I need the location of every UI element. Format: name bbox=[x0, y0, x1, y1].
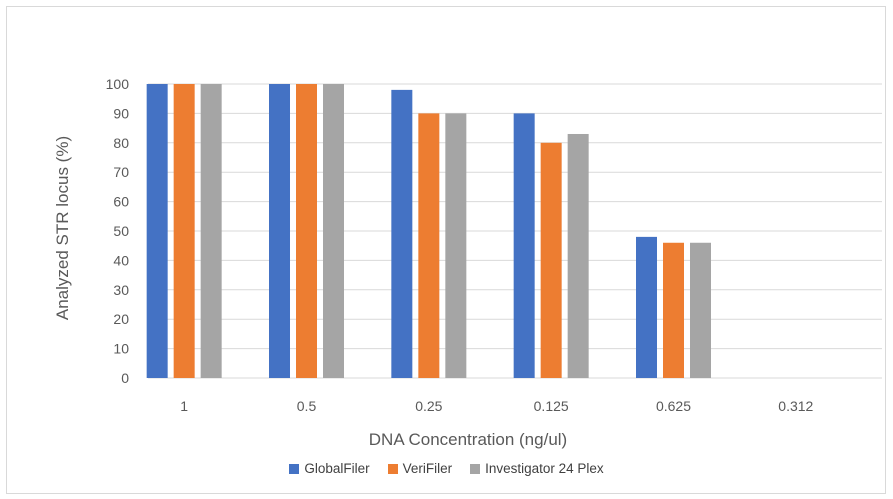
y-tick-label: 60 bbox=[113, 194, 129, 210]
bar-globalfiler-0.25 bbox=[391, 89, 413, 378]
bar-globalfiler-0.125 bbox=[513, 113, 535, 379]
y-tick-label: 70 bbox=[113, 164, 129, 180]
y-tick-label: 20 bbox=[113, 311, 129, 327]
x-tick-label: 0.25 bbox=[415, 398, 442, 414]
legend-item: GlobalFiler bbox=[289, 461, 370, 476]
legend-swatch bbox=[289, 463, 300, 474]
y-tick-label: 10 bbox=[113, 341, 129, 357]
y-tick-label: 0 bbox=[121, 370, 129, 386]
bar-globalfiler-0.625 bbox=[636, 236, 657, 378]
bar-verifiler-1 bbox=[173, 84, 195, 378]
bar-verifiler-0.5 bbox=[296, 84, 317, 378]
bar-verifiler-0.25 bbox=[418, 113, 440, 379]
legend-item: Investigator 24 Plex bbox=[470, 461, 604, 476]
x-tick-label: 0.625 bbox=[656, 398, 691, 414]
bar-globalfiler-1 bbox=[146, 84, 168, 378]
legend-swatch bbox=[470, 463, 481, 474]
legend-swatch bbox=[387, 463, 398, 474]
x-axis-title: DNA Concentration (ng/ul) bbox=[369, 430, 567, 449]
y-axis-title: Analyzed STR locus (%) bbox=[53, 136, 72, 320]
bar-verifiler-0.625 bbox=[663, 242, 684, 378]
legend-label: VeriFiler bbox=[402, 461, 453, 476]
y-tick-label: 80 bbox=[113, 135, 129, 151]
bar-verifiler-0.125 bbox=[540, 142, 562, 378]
bar-investigator-24-plex-0.5 bbox=[323, 84, 344, 378]
y-tick-label: 100 bbox=[106, 76, 130, 92]
x-tick-label: 0.312 bbox=[778, 398, 813, 414]
x-tick-label: 1 bbox=[180, 398, 188, 414]
bar-investigator-24-plex-1 bbox=[200, 84, 222, 378]
legend-item: VeriFiler bbox=[387, 461, 453, 476]
bar-investigator-24-plex-0.125 bbox=[567, 133, 589, 378]
y-tick-label: 50 bbox=[113, 223, 129, 239]
x-tick-label: 0.125 bbox=[534, 398, 569, 414]
y-tick-label: 90 bbox=[113, 105, 129, 121]
bar-investigator-24-plex-0.625 bbox=[690, 242, 711, 378]
y-tick-label: 30 bbox=[113, 282, 129, 298]
bar-investigator-24-plex-0.25 bbox=[445, 113, 467, 379]
legend-label: Investigator 24 Plex bbox=[485, 461, 604, 476]
x-axis-ticks: 1 0.5 0.25 0.125 0.625 0.312 bbox=[180, 398, 813, 414]
bar-globalfiler-0.5 bbox=[269, 84, 290, 378]
legend: GlobalFiler VeriFiler Investigator 24 Plex bbox=[0, 461, 893, 476]
y-axis-ticks: 0 10 20 30 40 50 60 70 80 90 100 bbox=[106, 76, 130, 386]
x-tick-label: 0.5 bbox=[297, 398, 317, 414]
y-tick-label: 40 bbox=[113, 252, 129, 268]
bars bbox=[146, 84, 711, 379]
legend-label: GlobalFiler bbox=[304, 461, 370, 476]
